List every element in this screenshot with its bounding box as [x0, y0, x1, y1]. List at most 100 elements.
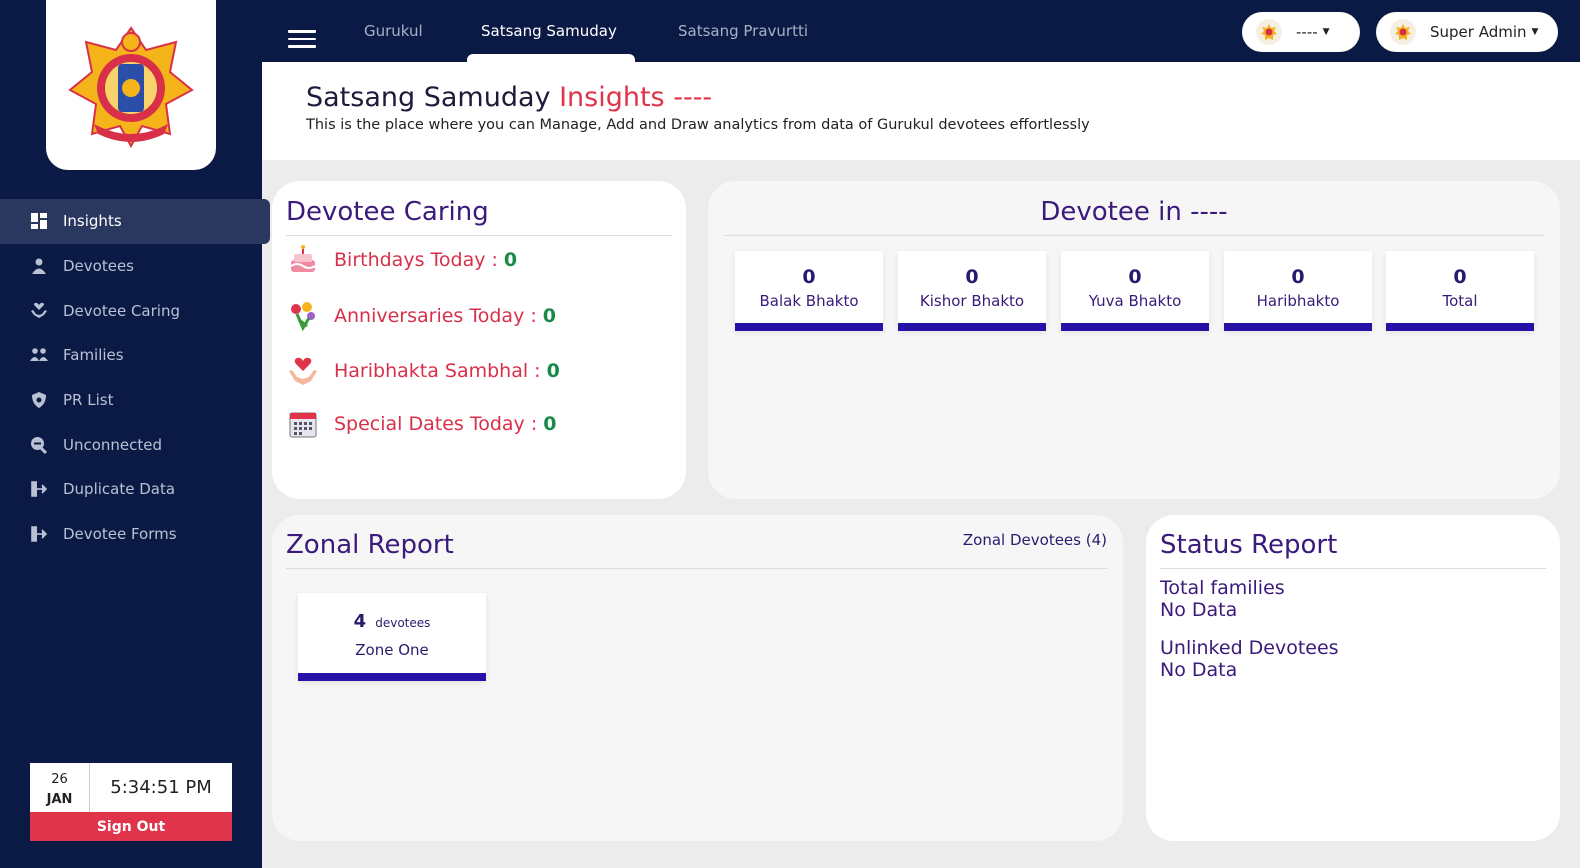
zone-name: Zone One [355, 641, 429, 659]
unlinked-devotees-item: Unlinked Devotees No Data [1160, 637, 1339, 681]
anniversaries-label: Anniversaries Today : [334, 305, 537, 327]
user-avatar [1390, 19, 1416, 45]
sidebar-nav: Insights Devotees Devotee Caring Familie… [0, 199, 270, 557]
sidebar-item-families[interactable]: Families [0, 333, 270, 378]
stat-label: Total [1442, 292, 1478, 310]
stat-haribhakto[interactable]: 0 Haribhakto [1224, 251, 1372, 331]
stat-label: Haribhakto [1256, 292, 1340, 310]
emblem-logo-icon [68, 26, 194, 149]
divider [1160, 568, 1546, 569]
chevron-down-icon: ▼ [1322, 27, 1330, 37]
page-title-accent: Insights ---- [559, 82, 713, 113]
devotee-caring-title: Devotee Caring [286, 197, 489, 227]
stat-value: 0 [965, 266, 979, 288]
devotee-icon [30, 257, 48, 275]
stat-label: Balak Bhakto [759, 292, 859, 310]
sidebar-item-insights[interactable]: Insights [0, 199, 270, 244]
tab-satsang-samuday[interactable]: Satsang Samuday [481, 22, 617, 40]
total-families-value: No Data [1160, 599, 1238, 621]
sidebar-item-devotees[interactable]: Devotees [0, 244, 270, 289]
total-families-item: Total families No Data [1160, 577, 1285, 621]
unlinked-devotees-label: Unlinked Devotees [1160, 637, 1339, 659]
flowers-icon [286, 299, 320, 333]
active-tab-indicator [467, 54, 635, 62]
caring-icon [30, 302, 48, 320]
page-subtitle: This is the place where you can Manage, … [306, 117, 1090, 133]
haribhakta-sambhal-row[interactable]: Haribhakta Sambhal : 0 [286, 354, 560, 388]
divider [286, 235, 672, 236]
devotee-caring-card: Devotee Caring Birthdays Today : 0 Anniv… [272, 181, 686, 499]
sidebar-item-devotee-forms[interactable]: Devotee Forms [0, 512, 270, 557]
sidebar-item-label: Families [63, 346, 124, 365]
tab-gurukul[interactable]: Gurukul [364, 22, 423, 40]
devotee-in-title: Devotee in ---- [1040, 197, 1228, 227]
zonal-devotees-link[interactable]: Zonal Devotees (4) [962, 531, 1107, 549]
stat-value: 0 [1291, 266, 1305, 288]
stat-balak-bhakto[interactable]: 0 Balak Bhakto [735, 251, 883, 331]
family-icon [30, 346, 48, 364]
page-header: Satsang Samuday Insights ---- This is th… [262, 62, 1580, 160]
location-select-value: ---- [1296, 23, 1318, 41]
sidebar-item-label: Insights [63, 212, 122, 231]
stat-bar [1061, 323, 1209, 331]
zonal-report-card: Zonal Report Zonal Devotees (4) 4 devote… [272, 515, 1123, 841]
anniversaries-row[interactable]: Anniversaries Today : 0 [286, 299, 556, 333]
cake-icon [286, 243, 320, 277]
stat-bar [898, 323, 1046, 331]
calendar-icon [286, 407, 320, 441]
divider [286, 568, 1108, 569]
sidebar-item-pr-list[interactable]: PR List [0, 378, 270, 423]
emblem-avatar-icon [1256, 19, 1282, 45]
grid-icon [30, 212, 48, 230]
zone-bar [298, 673, 486, 681]
total-families-label: Total families [1160, 577, 1285, 599]
sidebar-item-duplicate-data[interactable]: Duplicate Data [0, 467, 270, 512]
sidebar-item-label: Unconnected [63, 435, 163, 454]
export-icon [30, 525, 48, 543]
sidebar-item-label: Devotee Caring [63, 301, 180, 320]
anniversaries-count: 0 [542, 305, 556, 327]
birthdays-label: Birthdays Today : [334, 249, 498, 271]
stat-label: Kishor Bhakto [919, 292, 1025, 310]
location-select[interactable]: ---- ▼ [1242, 12, 1360, 52]
hamburger-menu-icon[interactable] [288, 30, 316, 48]
zone-card[interactable]: 4 devotees Zone One [298, 593, 486, 681]
stat-bar [735, 323, 883, 331]
user-menu[interactable]: Super Admin ▼ [1376, 12, 1558, 52]
zonal-report-title: Zonal Report [286, 530, 454, 560]
search-icon [30, 436, 48, 454]
stat-kishor-bhakto[interactable]: 0 Kishor Bhakto [898, 251, 1046, 331]
clock-widget: 26 JAN 5:34:51 PM Sign Out [30, 763, 232, 841]
stat-value: 0 [1453, 266, 1467, 288]
tab-satsang-pravurtti[interactable]: Satsang Pravurtti [678, 22, 809, 40]
logo [46, 0, 216, 170]
user-name: Super Admin [1430, 23, 1527, 41]
special-dates-row[interactable]: Special Dates Today : 0 [286, 407, 556, 441]
status-report-title: Status Report [1160, 530, 1338, 560]
status-report-card: Status Report Total families No Data Unl… [1146, 515, 1560, 841]
date-display: 26 JAN [30, 763, 90, 812]
birthdays-row[interactable]: Birthdays Today : 0 [286, 243, 517, 277]
sidebar-item-devotee-caring[interactable]: Devotee Caring [0, 288, 270, 333]
stat-total[interactable]: 0 Total [1386, 251, 1534, 331]
stat-yuva-bhakto[interactable]: 0 Yuva Bhakto [1061, 251, 1209, 331]
stat-label: Yuva Bhakto [1088, 292, 1182, 310]
sidebar-item-unconnected[interactable]: Unconnected [0, 422, 270, 467]
sidebar-item-label: Duplicate Data [63, 480, 176, 499]
stat-value: 0 [1128, 266, 1142, 288]
chevron-down-icon: ▼ [1531, 27, 1539, 37]
divider [724, 235, 1544, 236]
devotee-in-card: Devotee in ---- 0 Balak Bhakto 0 Kishor … [708, 181, 1560, 499]
page-title-main: Satsang Samuday [306, 82, 551, 113]
heart-hands-icon [286, 354, 320, 388]
sidebar: Insights Devotees Devotee Caring Familie… [0, 0, 270, 868]
sign-out-button[interactable]: Sign Out [30, 812, 232, 841]
top-navbar: Gurukul Satsang Samuday Satsang Pravurtt… [262, 0, 1580, 62]
sidebar-item-label: PR List [63, 391, 114, 410]
birthdays-count: 0 [503, 249, 518, 271]
unlinked-devotees-value: No Data [1160, 659, 1238, 681]
page-title: Satsang Samuday Insights ---- [306, 82, 712, 113]
export-icon [30, 480, 48, 498]
shield-icon [30, 391, 48, 409]
haribhakta-sambhal-label: Haribhakta Sambhal : [334, 360, 541, 382]
